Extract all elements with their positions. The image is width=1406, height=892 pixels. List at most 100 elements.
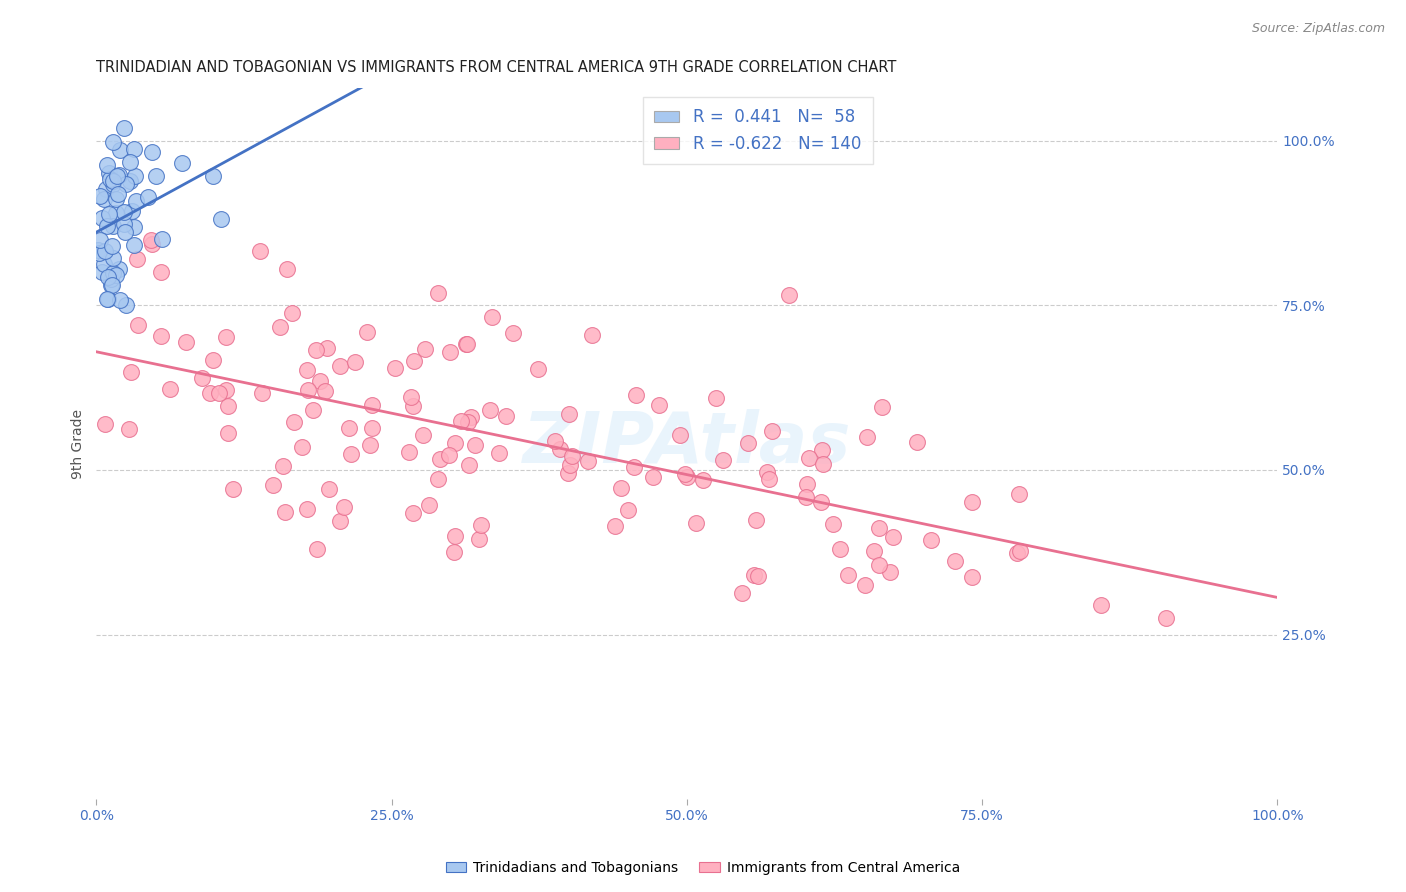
Point [96, 182, 118, 196]
Point [737, 435, 759, 450]
Point [215, 384, 238, 398]
Point [439, 344, 461, 359]
Point [103, 219, 125, 233]
Point [141, 145, 163, 159]
Point [96, 158, 118, 172]
Text: Source: ZipAtlas.com: Source: ZipAtlas.com [1251, 22, 1385, 36]
Point [121, 204, 143, 219]
Point [779, 288, 801, 302]
Point [94, 244, 117, 258]
Point [295, 502, 318, 516]
Point [98, 172, 121, 186]
Point [359, 438, 381, 452]
Point [643, 470, 665, 484]
Point [882, 530, 904, 544]
Point [758, 472, 780, 486]
Point [141, 237, 163, 252]
Point [115, 298, 138, 312]
Point [145, 169, 167, 184]
Point [337, 421, 360, 435]
Point [170, 156, 193, 170]
Point [360, 398, 382, 412]
Point [457, 416, 479, 430]
Point [811, 442, 834, 457]
Text: ZIPAtlas: ZIPAtlas [523, 409, 851, 478]
Point [1007, 546, 1029, 560]
Point [468, 533, 491, 547]
Point [361, 421, 384, 435]
Point [868, 521, 890, 535]
Point [811, 457, 834, 471]
Legend: Trinidadians and Tobagonians, Immigrants from Central America: Trinidadians and Tobagonians, Immigrants… [440, 855, 966, 880]
Point [862, 544, 884, 558]
Y-axis label: 9th Grade: 9th Grade [72, 409, 86, 479]
Point [101, 239, 124, 253]
Point [329, 359, 352, 374]
Point [104, 192, 127, 206]
Point [810, 495, 832, 509]
Point [685, 516, 707, 530]
Point [747, 569, 769, 583]
Point [398, 445, 420, 459]
Point [1090, 598, 1112, 612]
Point [1008, 487, 1031, 501]
Point [488, 446, 510, 460]
Point [221, 483, 243, 497]
Point [617, 503, 640, 517]
Point [610, 481, 633, 495]
Point [101, 174, 124, 188]
Point [439, 448, 461, 462]
Point [217, 426, 239, 441]
Point [107, 168, 129, 182]
Point [673, 467, 696, 481]
Point [412, 428, 434, 442]
Point [402, 399, 425, 413]
Point [796, 477, 818, 491]
Point [125, 194, 148, 208]
Point [295, 363, 318, 377]
Point [544, 434, 567, 449]
Point [495, 409, 517, 423]
Point [711, 453, 734, 467]
Point [274, 505, 297, 519]
Point [122, 238, 145, 252]
Point [332, 500, 354, 514]
Point [100, 277, 122, 292]
Point [309, 374, 332, 388]
Point [200, 386, 222, 401]
Point [855, 430, 877, 444]
Point [149, 264, 172, 278]
Point [301, 403, 323, 417]
Point [139, 234, 162, 248]
Point [297, 383, 319, 397]
Point [89, 189, 111, 203]
Point [262, 478, 284, 492]
Point [100, 272, 122, 286]
Point [794, 490, 817, 504]
Point [118, 421, 141, 435]
Point [879, 565, 901, 579]
Point [870, 401, 893, 415]
Point [101, 135, 124, 149]
Point [112, 120, 135, 135]
Point [273, 458, 295, 473]
Point [107, 261, 129, 276]
Point [94, 417, 117, 432]
Point [481, 310, 503, 324]
Point [943, 554, 966, 568]
Point [450, 414, 472, 428]
Point [456, 336, 478, 351]
Point [399, 390, 422, 404]
Point [868, 558, 890, 572]
Point [97, 270, 120, 285]
Point [920, 533, 942, 548]
Point [89, 233, 111, 247]
Point [853, 578, 876, 592]
Point [120, 155, 142, 169]
Point [1154, 611, 1177, 625]
Point [96, 293, 118, 307]
Point [402, 354, 425, 368]
Point [761, 424, 783, 438]
Point [329, 514, 352, 528]
Point [112, 204, 135, 219]
